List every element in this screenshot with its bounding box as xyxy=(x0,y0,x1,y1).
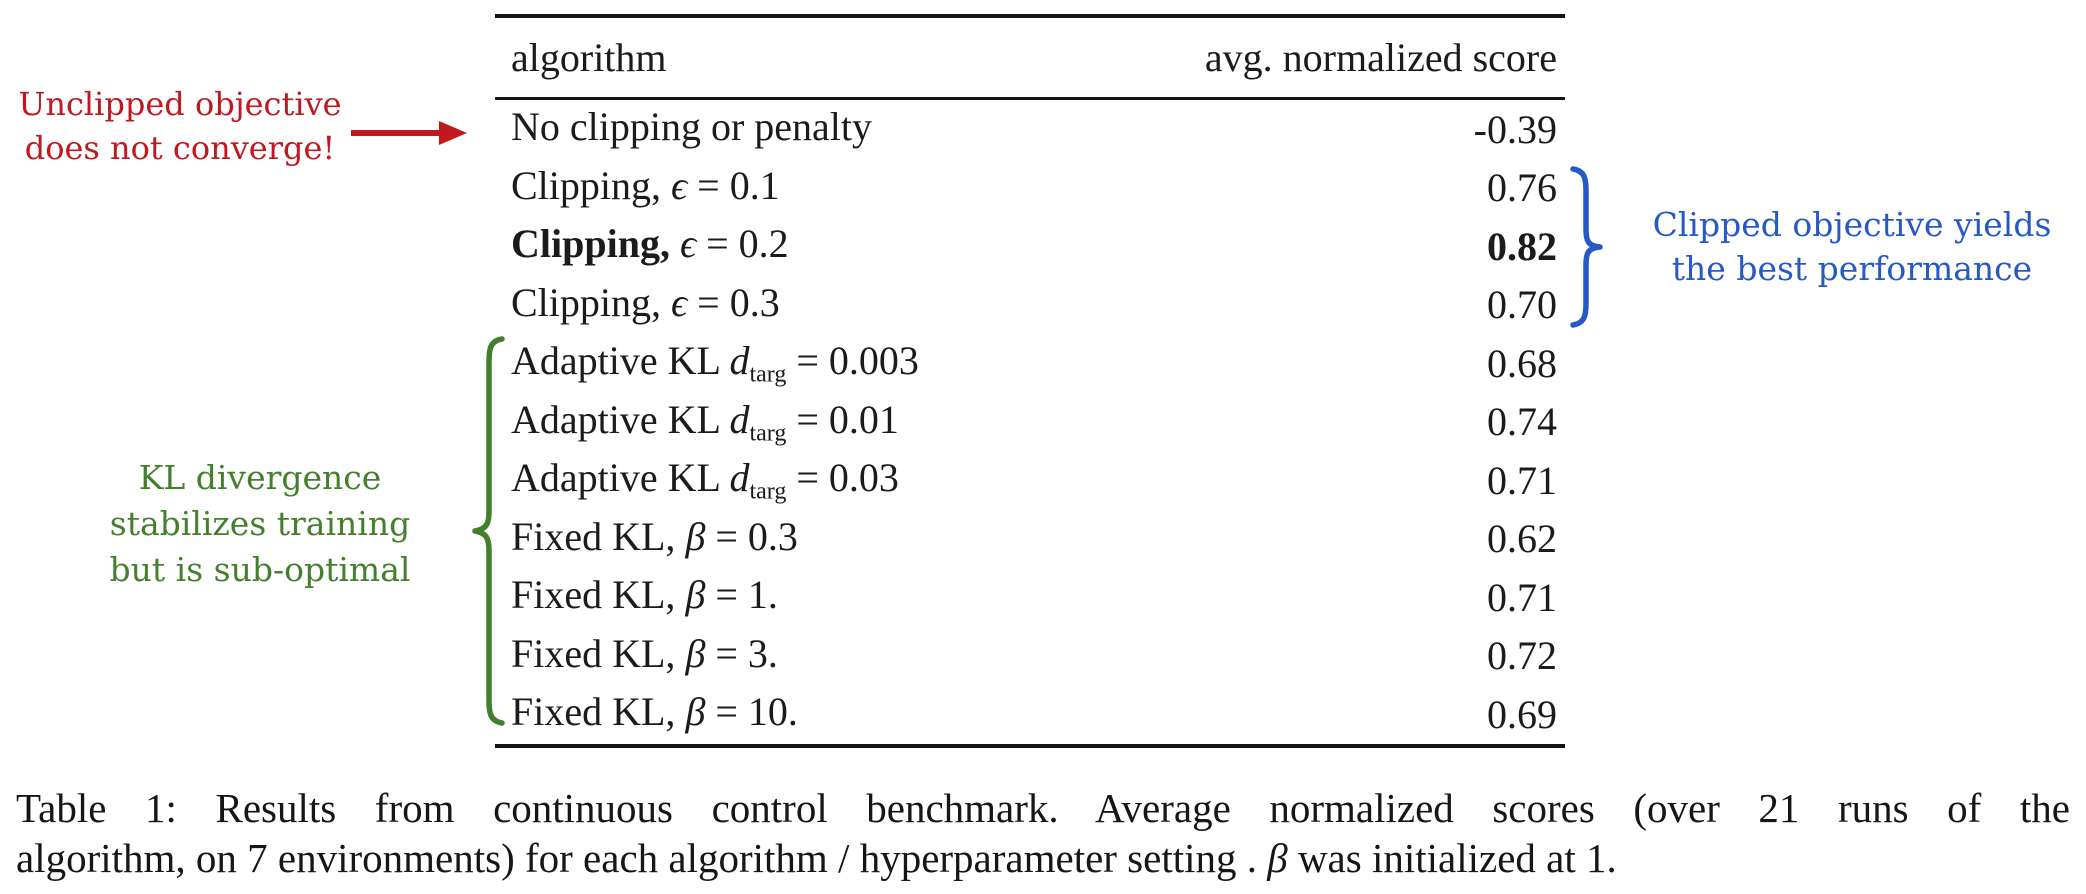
label-text: Clipping, xyxy=(511,279,672,325)
annotation-kl-line2: stabilizes training xyxy=(109,504,411,543)
results-table: algorithm avg. normalized score No clipp… xyxy=(495,0,1565,748)
row-score: 0.62 xyxy=(1487,516,1557,562)
table-row: Fixed KL, β = 0.3 0.62 xyxy=(495,510,1565,569)
row-label: Adaptive KL dtarg = 0.03 xyxy=(511,454,899,506)
table-top-rule xyxy=(495,14,1565,18)
row-label: Fixed KL, β = 3. xyxy=(511,630,778,682)
label-eq: = 0.003 xyxy=(786,338,919,384)
table-row: Fixed KL, β = 10. 0.69 xyxy=(495,685,1565,744)
row-label: No clipping or penalty xyxy=(511,103,872,155)
row-score: 0.72 xyxy=(1487,633,1557,679)
table-row: Clipping, ϵ = 0.3 0.70 xyxy=(495,276,1565,335)
table-row: No clipping or penalty -0.39 xyxy=(495,100,1565,159)
label-text: Clipping, xyxy=(511,162,672,208)
row-score: 0.71 xyxy=(1487,574,1557,620)
annotation-unclipped-line2: does not converge! xyxy=(24,129,336,167)
table-row: Adaptive KL dtarg = 0.03 0.71 xyxy=(495,451,1565,510)
row-label: Fixed KL, β = 10. xyxy=(511,688,798,740)
label-eq: = 0.03 xyxy=(786,455,899,501)
table-row: Clipping, ϵ = 0.1 0.76 xyxy=(495,159,1565,218)
row-label: Clipping, ϵ = 0.3 xyxy=(511,279,780,331)
left-brace-icon xyxy=(472,336,505,726)
math-var: ϵ xyxy=(671,162,688,208)
annotation-clipped-line2: the best performance xyxy=(1671,249,2033,288)
label-text: Fixed KL, xyxy=(511,513,686,559)
row-score: 0.69 xyxy=(1487,691,1557,737)
label-eq: = 0.3 xyxy=(705,513,798,559)
label-text: Adaptive KL xyxy=(511,338,730,384)
label-eq: = 0.3 xyxy=(687,279,780,325)
annotation-unclipped-line1: Unclipped objective xyxy=(18,85,342,123)
annotation-kl-line3: but is sub-optimal xyxy=(109,550,411,589)
caption-line2-text: algorithm, on 7 environments) for each a… xyxy=(16,835,1268,881)
row-score: 0.70 xyxy=(1487,282,1557,328)
table-row: Adaptive KL dtarg = 0.01 0.74 xyxy=(495,393,1565,452)
annotation-unclipped: Unclipped objective does not converge! xyxy=(6,82,354,170)
math-var: d xyxy=(729,455,750,501)
math-var: β xyxy=(685,689,706,735)
row-label: Clipping, ϵ = 0.1 xyxy=(511,162,780,214)
math-var: β xyxy=(685,513,706,559)
label-eq: = 0.2 xyxy=(696,221,789,267)
math-var: ϵ xyxy=(671,279,688,325)
label-text: Fixed KL, xyxy=(511,689,686,735)
beta-symbol: β xyxy=(1267,835,1288,881)
row-label: Fixed KL, β = 1. xyxy=(511,571,778,623)
label-text: Clipping, xyxy=(511,221,680,267)
label-eq: = 3. xyxy=(705,630,778,676)
row-score: 0.82 xyxy=(1487,223,1557,269)
table-row: Fixed KL, β = 3. 0.72 xyxy=(495,627,1565,686)
label-eq: = 10. xyxy=(705,689,798,735)
column-header-score: avg. normalized score xyxy=(1204,35,1557,80)
label-text: Fixed KL, xyxy=(511,572,686,618)
row-score: 0.76 xyxy=(1487,165,1557,211)
row-label: Adaptive KL dtarg = 0.01 xyxy=(511,396,899,448)
annotation-kl: KL divergence stabilizes training but is… xyxy=(55,455,465,593)
label-text: Adaptive KL xyxy=(511,455,730,501)
table-header-row: algorithm avg. normalized score xyxy=(495,18,1565,97)
label-eq: = 0.01 xyxy=(786,396,899,442)
label-eq: = 1. xyxy=(705,572,778,618)
caption-line-2: algorithm, on 7 environments) for each a… xyxy=(16,833,2070,883)
math-var: β xyxy=(685,630,706,676)
table-row: Adaptive KL dtarg = 0.003 0.68 xyxy=(495,334,1565,393)
caption-line-1: Table 1: Results from continuous control… xyxy=(16,785,2070,831)
math-var: d xyxy=(729,338,750,384)
row-score: 0.74 xyxy=(1487,399,1557,445)
table-mid-rule xyxy=(495,97,1565,100)
label-text: Adaptive KL xyxy=(511,396,730,442)
math-sub: targ xyxy=(749,479,787,506)
table-bottom-rule xyxy=(495,743,1565,748)
math-sub: targ xyxy=(749,420,787,447)
table-row: Fixed KL, β = 1. 0.71 xyxy=(495,568,1565,627)
row-score: 0.71 xyxy=(1487,457,1557,503)
label-text: No clipping or penalty xyxy=(511,104,873,150)
annotation-clipped: Clipped objective yields the best perfor… xyxy=(1618,203,2086,291)
table-caption: Table 1: Results from continuous control… xyxy=(16,783,2070,883)
annotation-kl-line1: KL divergence xyxy=(138,458,382,497)
row-score: 0.68 xyxy=(1487,340,1557,386)
row-score: -0.39 xyxy=(1473,106,1557,152)
math-sub: targ xyxy=(749,362,787,389)
row-label: Clipping, ϵ = 0.2 xyxy=(511,220,789,272)
math-var: β xyxy=(685,572,706,618)
row-label: Fixed KL, β = 0.3 xyxy=(511,513,798,565)
red-arrow-icon xyxy=(351,121,467,145)
row-label: Adaptive KL dtarg = 0.003 xyxy=(511,337,919,389)
annotation-clipped-line1: Clipped objective yields xyxy=(1652,205,2052,244)
math-var: ϵ xyxy=(679,221,697,267)
math-var: d xyxy=(729,396,750,442)
caption-line2-text-end: was initialized at 1. xyxy=(1287,835,1617,881)
table-row-best: Clipping, ϵ = 0.2 0.82 xyxy=(495,217,1565,276)
right-brace-icon xyxy=(1570,166,1603,328)
column-header-algorithm: algorithm xyxy=(511,35,667,80)
label-text: Fixed KL, xyxy=(511,630,686,676)
label-eq: = 0.1 xyxy=(687,162,780,208)
